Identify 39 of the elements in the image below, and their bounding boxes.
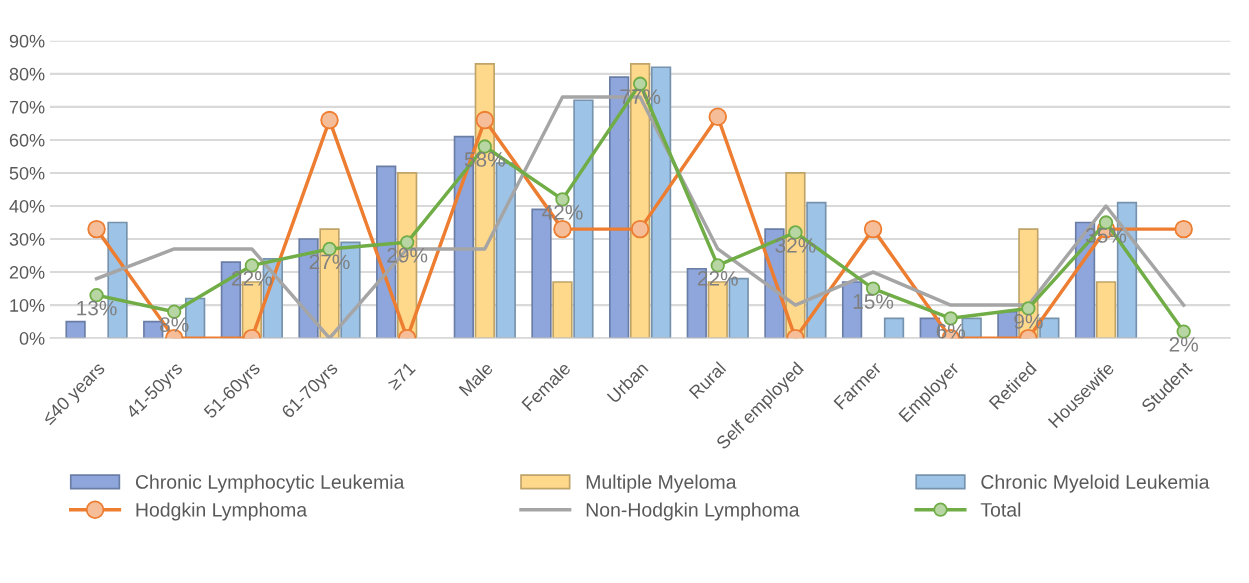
bar — [1095, 281, 1117, 339]
y-tick-label: 0% — [19, 332, 45, 345]
data-label: 22% — [232, 270, 272, 286]
y-tick-label: 20% — [9, 266, 45, 279]
data-label: 29% — [387, 247, 428, 263]
legend-label: Hodgkin Lymphoma — [136, 502, 308, 521]
point — [553, 219, 572, 239]
data-label: 58% — [464, 152, 505, 167]
x-tick-label: ≥71 — [386, 361, 416, 391]
bar — [65, 320, 86, 339]
point — [87, 219, 106, 239]
data-label: 77% — [620, 89, 661, 104]
data-label: 27% — [309, 254, 350, 270]
point — [630, 219, 650, 239]
y-tick-label: 40% — [9, 199, 45, 213]
data-label: 42% — [542, 204, 583, 220]
data-label: 6% — [936, 323, 966, 339]
bar — [552, 281, 573, 339]
data-label: 2% — [1169, 337, 1198, 352]
y-tick-label: 10% — [10, 299, 45, 312]
point — [1174, 219, 1193, 239]
point — [475, 110, 495, 130]
y-tick-label: 50% — [9, 166, 45, 180]
data-label: 35% — [1085, 228, 1127, 243]
point — [863, 219, 883, 239]
point — [708, 107, 728, 127]
legend-label: Non-Hodgkin Lymphoma — [586, 502, 800, 521]
legend-label: Chronic Myeloid Leukemia — [981, 474, 1210, 493]
y-tick-label: 30% — [9, 232, 45, 246]
y-tick-label: 60% — [9, 133, 45, 147]
legend-label: Chronic Lymphocytic Leukemia — [135, 474, 405, 493]
legend-label: Multiple Myeloma — [586, 474, 737, 493]
y-tick-label: 90% — [9, 34, 45, 48]
y-tick-label: 80% — [9, 67, 45, 81]
data-label: 32% — [775, 237, 816, 253]
point — [320, 110, 339, 130]
legend-label: Total — [980, 502, 1021, 517]
y-tick-label: 70% — [9, 100, 45, 114]
bar — [883, 317, 905, 339]
